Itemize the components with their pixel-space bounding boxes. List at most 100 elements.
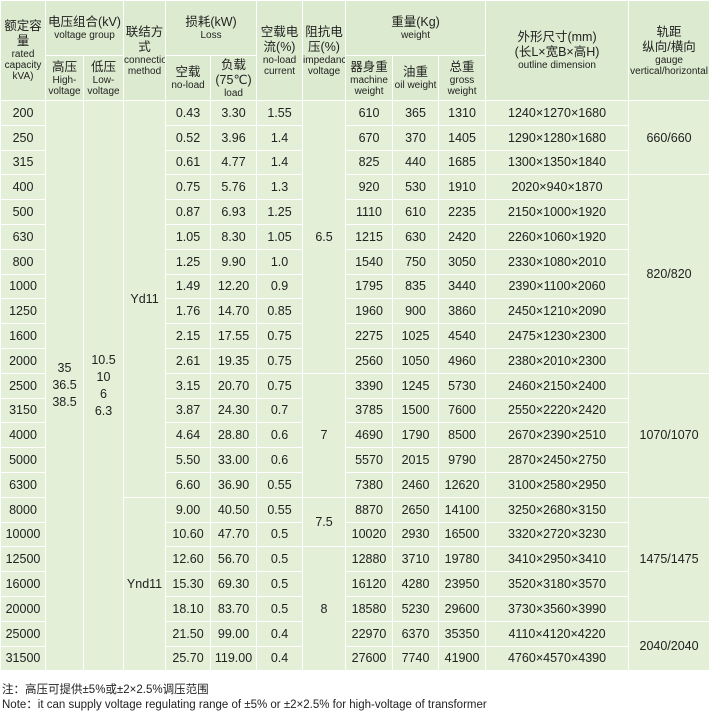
machine-weight-cell: 920 xyxy=(345,174,394,201)
header-en: no-load current xyxy=(262,54,297,77)
no-load-loss-cell: 0.75 xyxy=(165,174,212,201)
header-cell: 总重 gross weight xyxy=(438,55,487,101)
header-zh: 外形尺寸(mm) xyxy=(517,30,597,44)
header-zh: 油重 xyxy=(403,65,429,79)
header-zh: 器身重 xyxy=(350,59,388,74)
load-loss-cell: 47.70 xyxy=(210,521,258,548)
load-loss-cell: 6.93 xyxy=(210,199,258,225)
dimension-cell: 3250×2680×3150 xyxy=(485,496,630,523)
dimension-cell: 2260×1060×1920 xyxy=(485,223,630,250)
no-load-loss-cell: 5.50 xyxy=(165,447,212,473)
data-row: 500 0.87 6.93 1.25 1110 610 2235 2150×1000×1920 xyxy=(0,199,709,225)
header-en: impedance voltage xyxy=(303,54,345,77)
dimension-cell: 2460×2150×2400 xyxy=(485,372,630,399)
no-load-loss-cell: 1.49 xyxy=(165,273,212,300)
oil-weight-cell: 5230 xyxy=(392,595,440,622)
capacity-cell: 1600 xyxy=(0,323,46,349)
data-row: 31500 25.70 119.00 0.4 27600 7740 41900 4760×45… xyxy=(0,645,709,672)
dimension-cell: 1240×1270×1680 xyxy=(485,100,630,126)
capacity-cell: 2500 xyxy=(0,372,46,399)
capacity-cell: 10000 xyxy=(0,521,46,548)
gross-weight-cell: 29600 xyxy=(438,595,487,622)
gross-weight-cell: 41900 xyxy=(438,645,487,672)
current-cell: 0.75 xyxy=(256,347,304,374)
machine-weight-cell: 2560 xyxy=(345,347,394,374)
header-cell: 重量(Kg) weight xyxy=(345,0,487,56)
header-cell: 油重 oil weight xyxy=(392,55,440,101)
machine-weight-cell: 5570 xyxy=(345,447,394,473)
current-cell: 0.75 xyxy=(256,372,304,399)
header-en: Low-voltage xyxy=(87,74,120,97)
data-row: 3150 3.87 24.30 0.7 3785 1500 7600 2550×2220×24… xyxy=(0,397,709,424)
machine-weight-cell: 1540 xyxy=(345,248,394,275)
header-zh: 总重 xyxy=(449,59,475,74)
note-line: 注：高压可提供±5%或±2×2.5%调压范围 xyxy=(2,684,209,697)
header-zh: 联结方式 xyxy=(125,24,164,54)
no-load-loss-cell: 1.76 xyxy=(165,298,212,325)
current-cell: 0.7 xyxy=(256,397,304,424)
high_voltage-line: 36.5 xyxy=(52,378,77,393)
capacity-cell: 1000 xyxy=(0,273,46,300)
oil-weight-cell: 630 xyxy=(392,223,440,250)
header-zh: (长L×宽B×高H) xyxy=(514,45,600,59)
header-row: 高压 High-voltage 低压 Low-voltage 空载 no-load 负载(7… xyxy=(1,55,709,101)
oil-weight-cell: 530 xyxy=(392,174,440,201)
no-load-loss-cell: 3.87 xyxy=(165,397,212,424)
header-cell: 器身重 machine weight xyxy=(345,55,394,101)
no-load-loss-cell: 2.15 xyxy=(165,323,212,349)
oil-weight-cell: 370 xyxy=(392,124,440,151)
data-row: 1600 2.15 17.55 0.75 2275 1025 4540 2475×1230×2… xyxy=(0,323,709,349)
gross-weight-cell: 14100 xyxy=(438,496,487,523)
header-zh: 空载电流(%) xyxy=(260,24,299,54)
current-cell: 0.55 xyxy=(256,496,304,523)
capacity-cell: 25000 xyxy=(0,620,46,647)
gauge-cell: 1475/1475 xyxy=(628,496,709,622)
header-en: gauge vertical/horizontal xyxy=(630,54,708,77)
gross-weight-cell: 7600 xyxy=(438,397,487,424)
current-cell: 0.9 xyxy=(256,273,304,300)
machine-weight-cell: 825 xyxy=(345,149,394,176)
connection-cell: Ynd11 xyxy=(123,496,167,672)
current-cell: 1.4 xyxy=(256,149,304,176)
gross-weight-cell: 12620 xyxy=(438,471,487,498)
load-loss-cell: 36.90 xyxy=(210,471,258,498)
no-load-loss-cell: 6.60 xyxy=(165,471,212,498)
header-en: rated capacity kVA) xyxy=(4,49,42,82)
capacity-cell: 2000 xyxy=(0,347,46,374)
machine-weight-cell: 16120 xyxy=(345,571,394,597)
spec-table: 额定容量 rated capacity kVA) 电压组合(kV) voltage g… xyxy=(0,0,709,672)
dimension-cell: 3730×3560×3990 xyxy=(485,595,630,622)
current-cell: 1.0 xyxy=(256,248,304,275)
header-zh: 损耗(kW) xyxy=(185,15,237,29)
gross-weight-cell: 1910 xyxy=(438,174,487,201)
machine-weight-cell: 10020 xyxy=(345,521,394,548)
data-row: 20000 18.10 83.70 0.5 18580 5230 29600 3730×356… xyxy=(0,595,709,622)
table-header: 额定容量 rated capacity kVA) 电压组合(kV) voltage g… xyxy=(0,0,709,101)
oil-weight-cell: 6370 xyxy=(392,620,440,647)
no-load-loss-cell: 15.30 xyxy=(165,571,212,597)
header-zh: 低压 xyxy=(91,59,117,74)
load-loss-cell: 83.70 xyxy=(210,595,258,622)
data-row: 4000 4.64 28.80 0.6 4690 1790 8500 2670×2390×25… xyxy=(0,422,709,449)
current-cell: 0.6 xyxy=(256,422,304,449)
machine-weight-cell: 12880 xyxy=(345,546,394,573)
data-row: 400 0.75 5.76 1.3 920 530 1910 2020×940×1870 820… xyxy=(0,174,709,374)
low_voltage-line: 10.5 xyxy=(91,352,116,367)
dimension-cell: 4110×4120×4220 xyxy=(485,620,630,647)
oil-weight-cell: 1025 xyxy=(392,323,440,349)
load-loss-cell: 4.77 xyxy=(210,149,258,176)
header-en: gross weight xyxy=(447,74,477,97)
load-loss-cell: 40.50 xyxy=(210,496,258,523)
no-load-loss-cell: 18.10 xyxy=(165,595,212,622)
header-en: weight xyxy=(401,30,430,41)
oil-weight-cell: 900 xyxy=(392,298,440,325)
no-load-loss-cell: 4.64 xyxy=(165,422,212,449)
gross-weight-cell: 19780 xyxy=(438,546,487,573)
dimension-cell: 2150×1000×1920 xyxy=(485,199,630,225)
connection-cell: Yd11 xyxy=(123,100,167,498)
data-row: 6300 6.60 36.90 0.55 7380 2460 12620 3100×2580×… xyxy=(0,471,709,498)
low_voltage-cell: 10.5 10 6 6.3 xyxy=(82,99,125,672)
header-en: High-voltage xyxy=(48,74,81,97)
dimension-cell: 2870×2450×2750 xyxy=(485,447,630,473)
load-loss-cell: 5.76 xyxy=(210,174,258,201)
